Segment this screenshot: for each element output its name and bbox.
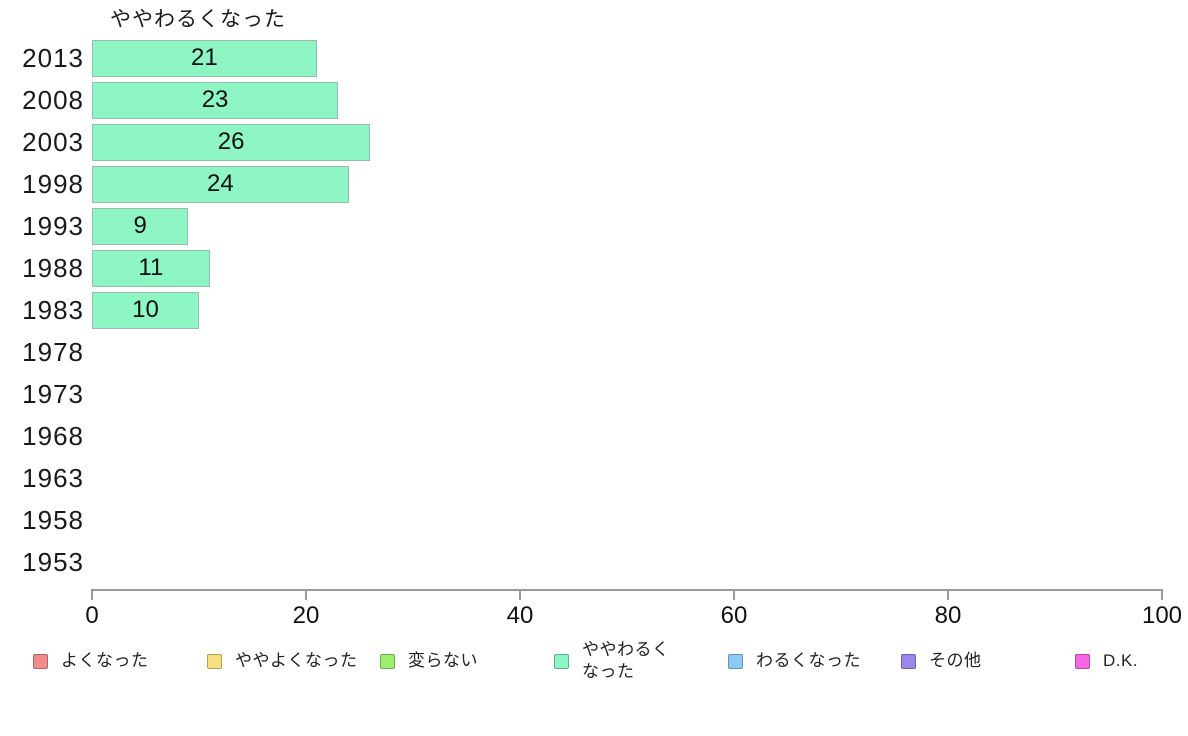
bar[interactable]: 21: [92, 39, 317, 77]
bar[interactable]: 10: [92, 291, 199, 329]
bar[interactable]: 23: [92, 81, 339, 119]
legend-item[interactable]: ややわるく なった: [554, 640, 670, 681]
legend-item[interactable]: D.K.: [1075, 642, 1138, 680]
legend-label: わるくなった: [756, 651, 861, 670]
x-axis-tick: [733, 589, 735, 600]
bar-value-label: 21: [190, 44, 218, 71]
legend-item[interactable]: その他: [901, 642, 982, 680]
x-axis-tick: [305, 589, 307, 600]
x-axis-tick: [1161, 589, 1163, 600]
y-axis-label: 1978: [22, 337, 84, 367]
bar-value-label: 9: [133, 212, 147, 239]
y-axis-label: 1993: [22, 211, 84, 241]
legend-swatch-icon: [554, 653, 569, 669]
y-axis-label: 1958: [22, 505, 84, 535]
x-axis-tick: [947, 589, 949, 600]
legend-swatch-icon: [1075, 653, 1090, 669]
x-axis-tick: [91, 589, 93, 600]
x-axis-tick-label: 0: [85, 602, 99, 629]
legend-swatch-icon: [728, 653, 743, 669]
bar[interactable]: 26: [92, 123, 371, 161]
x-axis-tick: [519, 589, 521, 600]
legend-label: その他: [929, 651, 982, 670]
y-axis-label: 1998: [22, 169, 84, 199]
bar[interactable]: 9: [92, 207, 189, 245]
bar[interactable]: 11: [92, 249, 210, 287]
x-axis-tick-label: 60: [720, 602, 748, 629]
legend-label: よくなった: [61, 651, 149, 670]
legend-item[interactable]: ややよくなった: [207, 642, 358, 680]
y-axis-label: 1973: [22, 379, 84, 409]
bar-value-label: 10: [132, 296, 159, 323]
bar-value-label: 24: [207, 170, 234, 197]
bar[interactable]: 24: [92, 165, 349, 203]
legend-swatch-icon: [901, 653, 916, 669]
x-axis-line: [92, 589, 1162, 591]
legend-swatch-icon: [380, 653, 395, 669]
y-axis-label: 2013: [22, 43, 84, 73]
x-axis-tick-label: 80: [934, 602, 962, 629]
legend-item[interactable]: よくなった: [33, 642, 149, 680]
y-axis-label: 1963: [22, 463, 84, 493]
chart-title: ややわるくなった: [110, 8, 286, 31]
legend-label: 変らない: [408, 651, 478, 670]
y-axis-label: 1988: [22, 253, 84, 283]
legend-label: ややわるく なった: [582, 640, 670, 681]
y-axis-label: 2003: [22, 127, 84, 157]
legend-item[interactable]: 変らない: [380, 642, 478, 680]
x-axis-tick-label: 100: [1141, 602, 1183, 629]
y-axis-label: 1983: [22, 295, 84, 325]
legend-label: D.K.: [1103, 651, 1139, 670]
x-axis-tick-label: 40: [506, 602, 534, 629]
y-axis-label: 1953: [22, 547, 84, 577]
legend-swatch-icon: [33, 653, 48, 669]
legend-item[interactable]: わるくなった: [728, 642, 861, 680]
bar-value-label: 23: [201, 86, 229, 113]
bar-value-label: 26: [217, 128, 245, 155]
legend-label: ややよくなった: [235, 651, 358, 670]
x-axis-tick-label: 20: [292, 602, 320, 629]
legend-swatch-icon: [207, 653, 222, 669]
bar-value-label: 11: [138, 254, 164, 281]
y-axis-label: 2008: [22, 85, 84, 115]
y-axis-label: 1968: [22, 421, 84, 451]
